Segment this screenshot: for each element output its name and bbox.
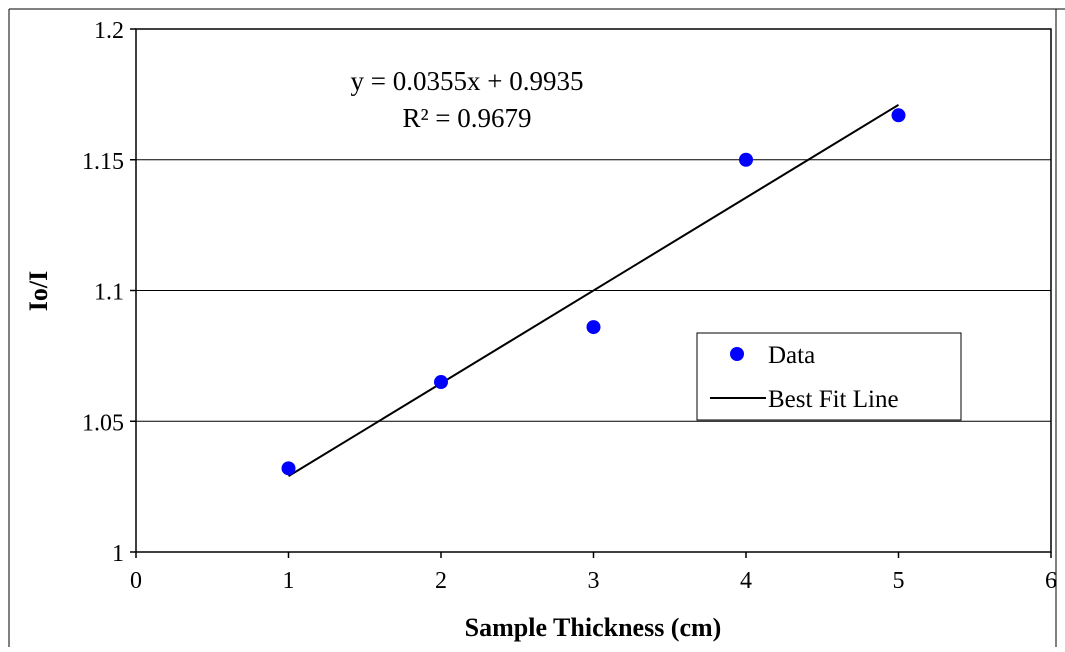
r-squared: R² = 0.9679 [402,103,531,133]
data-point [891,108,906,123]
legend-marker-data [730,347,744,361]
x-tick-label: 3 [588,568,600,594]
legend-label-best-fit-line: Best Fit Line [768,386,899,413]
legend: Data Best Fit Line [696,332,962,421]
y-tick-label: 1 [112,541,124,567]
x-tick-label: 4 [740,568,752,594]
data-point [434,375,448,390]
x-tick-label: 5 [893,568,905,594]
legend-box [696,332,962,421]
tick-layer: 11.051.11.151.20 1 2 3 4 5 6 [82,18,1057,594]
fit-equation: y = 0.0355x + 0.9935 [351,66,584,96]
x-tick-label: 6 [1045,568,1057,594]
y-tick-label: 1.1 [94,280,124,306]
x-tick-label: 0 [130,568,142,594]
data-point [586,320,601,335]
best-fit-line [287,103,900,478]
x-tick-label: 2 [435,568,447,594]
y-tick-label: 1.2 [94,18,124,44]
y-tick-label: 1.15 [82,149,124,175]
y-axis-title: Io/I [24,271,53,311]
x-axis-title: Sample Thickness (cm) [465,613,722,642]
series-layer [281,103,906,478]
legend-label-data: Data [768,342,815,369]
data-point [281,461,296,476]
data-point [739,152,753,167]
y-tick-label: 1.05 [82,410,124,436]
x-tick-label: 1 [283,568,295,594]
